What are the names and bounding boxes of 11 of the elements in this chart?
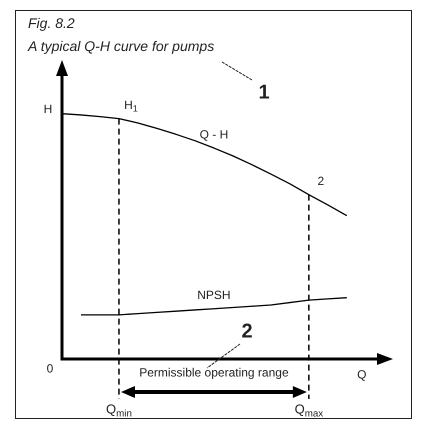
caption: Fig. 8.2	[28, 14, 75, 31]
annotation: 2	[241, 320, 253, 343]
series-label: NPSH	[197, 288, 231, 302]
text: 0	[46, 361, 54, 376]
annotation: 2	[318, 174, 325, 188]
text: 1	[258, 82, 270, 104]
x-axis-title: Q	[357, 367, 366, 382]
series-label: Q - H	[200, 127, 228, 142]
chart-title: A typical Q-H curve for pumps	[27, 38, 214, 54]
y-axis-title: H	[44, 102, 52, 116]
text: Permissible operating range	[139, 365, 289, 380]
